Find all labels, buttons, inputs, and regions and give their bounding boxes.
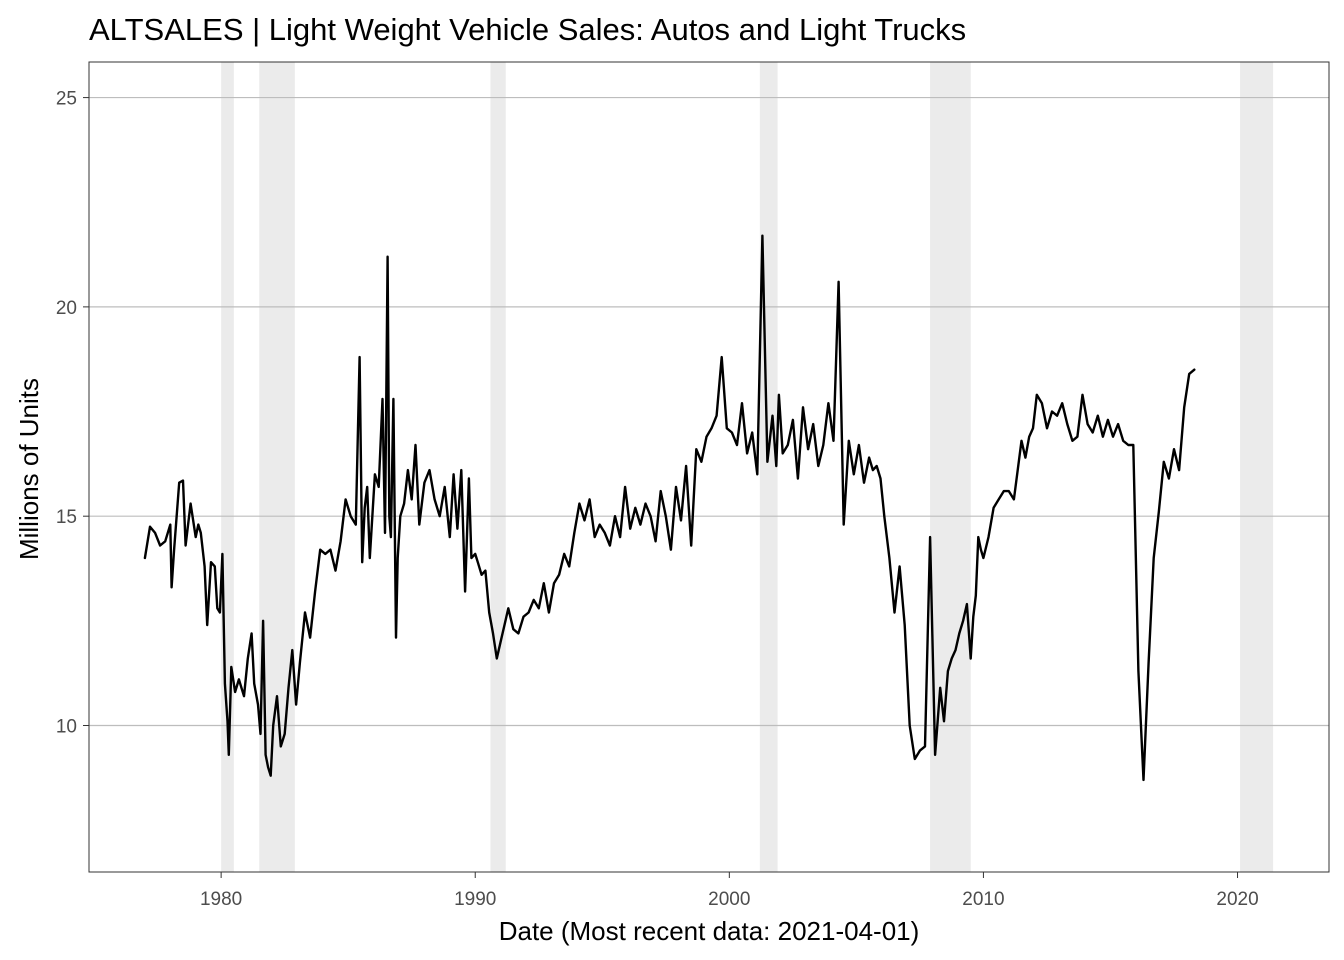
series-layer xyxy=(143,234,1196,782)
recession-band-4 xyxy=(759,62,778,872)
recession-band-3 xyxy=(490,62,506,872)
plot-panel xyxy=(89,62,1329,872)
x-tick-label: 2000 xyxy=(708,889,750,910)
series-line-altsales xyxy=(143,234,1196,782)
chart-title: ALTSALES | Light Weight Vehicle Sales: A… xyxy=(89,12,966,47)
x-tick-label: 1990 xyxy=(454,889,496,910)
plot-border xyxy=(88,61,1330,873)
y-tick-label: 15 xyxy=(56,507,77,528)
gridlines xyxy=(89,96,1329,727)
x-tick-label: 2010 xyxy=(962,889,1004,910)
y-tick-label: 20 xyxy=(56,298,77,319)
x-axis-title: Date (Most recent data: 2021-04-01) xyxy=(499,916,920,946)
x-tick-label: 2020 xyxy=(1216,889,1258,910)
recession-band-6 xyxy=(1240,62,1274,872)
x-axis: 1980 1990 2000 2010 2020 xyxy=(200,872,1259,910)
y-tick-label: 10 xyxy=(56,716,77,737)
y-axis-title: Millions of Units xyxy=(14,378,44,560)
y-tick-label: 25 xyxy=(56,89,77,110)
y-axis: 10 15 20 25 xyxy=(56,89,89,737)
x-tick-label: 1980 xyxy=(200,889,242,910)
